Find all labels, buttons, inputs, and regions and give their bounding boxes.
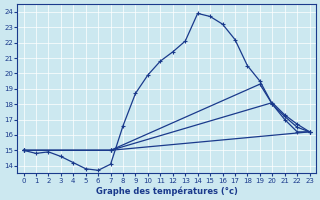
X-axis label: Graphe des températures (°c): Graphe des températures (°c) [96, 186, 237, 196]
